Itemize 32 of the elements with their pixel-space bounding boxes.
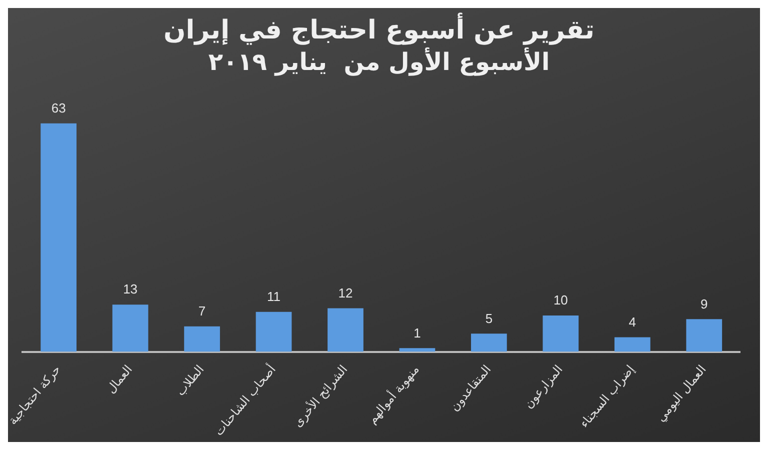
data-label: 7	[198, 304, 206, 319]
bar	[686, 319, 722, 352]
x-tick-label: العمال	[104, 362, 136, 396]
bar	[471, 334, 507, 352]
bar	[542, 316, 579, 352]
chart-title: تقرير عن أسبوع احتجاج في إيران	[164, 12, 594, 46]
data-label: 1	[414, 325, 421, 340]
data-label: 9	[700, 296, 708, 312]
bar	[256, 312, 292, 352]
chart-subtitle: الأسبوع الأول من يناير ٢٠١٩	[208, 46, 550, 76]
x-tick-label: الطلاب	[173, 362, 207, 398]
bar	[112, 304, 148, 352]
x-tick-label: إضراب السجناء	[576, 362, 638, 430]
data-label: 10	[553, 292, 568, 308]
x-tick-label: حركة احتجاجية	[5, 362, 64, 428]
x-tick-label: المزارعون	[521, 362, 566, 412]
x-tick-label: الشرائح الأخرى	[290, 362, 350, 430]
data-label: 11	[267, 289, 281, 304]
bar	[40, 123, 77, 352]
x-tick-label: منهوبة أموالهم	[364, 362, 422, 426]
x-tick-label: العمال اليومي	[654, 362, 709, 424]
bar	[614, 337, 650, 352]
x-tick-label: المتقاعدون	[447, 362, 494, 414]
data-label: 5	[485, 310, 493, 326]
x-tick-label: أصحاب الشاحنات	[210, 362, 278, 438]
data-label: 13	[123, 282, 138, 297]
data-label: 4	[628, 314, 636, 330]
bar	[328, 308, 364, 352]
data-label: 63	[51, 100, 66, 116]
bar	[399, 348, 436, 352]
data-label: 12	[338, 285, 353, 300]
bar	[184, 326, 220, 352]
